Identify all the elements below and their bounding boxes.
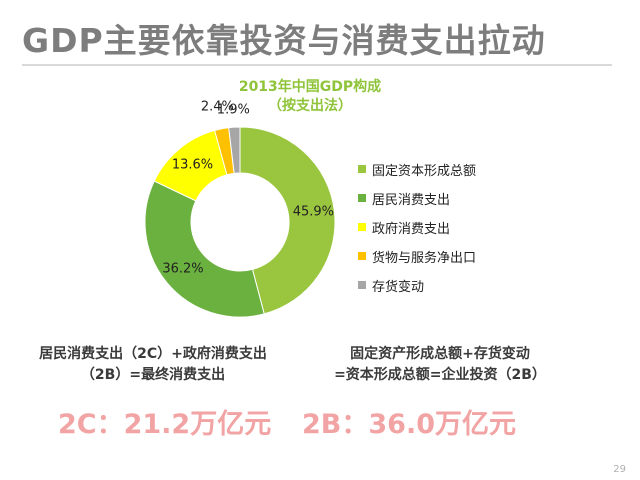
formula-left-line1: 居民消费支出（2C）+政府消费支出 xyxy=(39,346,267,362)
formula-right-line1: 固定资产形成总额+存货变动 xyxy=(350,346,530,362)
formula-right: 固定资产形成总额+存货变动 =资本形成总额=企业投资（2B） xyxy=(290,344,590,386)
chart-title: 2013年中国GDP构成 xyxy=(238,79,382,95)
legend-swatch xyxy=(358,165,366,173)
slice-label-inventory-change: 1.9% xyxy=(216,102,250,118)
legend-label: 政府消费支出 xyxy=(372,222,451,237)
legend-label: 固定资本形成总额 xyxy=(372,164,477,179)
donut-slice-fixed-capital xyxy=(239,126,336,315)
legend-swatch xyxy=(358,194,366,202)
formula-left: 居民消费支出（2C）+政府消费支出 （2B）=最终消费支出 xyxy=(8,344,298,386)
legend-swatch xyxy=(358,281,366,289)
slice-label-government-consumption: 13.6% xyxy=(171,157,214,173)
amount-2c: 2C：21.2万亿元 xyxy=(58,409,272,440)
formula-right-line2: =资本形成总额=企业投资（2B） xyxy=(334,367,546,383)
page-number: 29 xyxy=(613,464,626,475)
legend-swatch xyxy=(358,223,366,231)
slice-label-net-exports: 2.4% xyxy=(200,99,234,115)
legend-swatch xyxy=(358,252,366,260)
legend-label: 居民消费支出 xyxy=(372,193,451,208)
donut-slice-inventory-change xyxy=(228,126,241,174)
donut-slice-household-consumption xyxy=(144,180,265,318)
slice-label-fixed-capital: 45.9% xyxy=(292,204,335,220)
amount-2b: 2B：36.0万亿元 xyxy=(302,409,516,440)
slide-title: GDP主要依靠投资与消费支出拉动 xyxy=(22,21,546,60)
slice-label-household-consumption: 36.2% xyxy=(162,261,204,277)
legend-label: 存货变动 xyxy=(372,280,425,295)
chart-subtitle: （按支出法） xyxy=(268,98,352,114)
legend-label: 货物与服务净出口 xyxy=(372,251,477,266)
formula-left-line2: （2B）=最终消费支出 xyxy=(80,367,226,383)
title-underline xyxy=(22,64,612,66)
